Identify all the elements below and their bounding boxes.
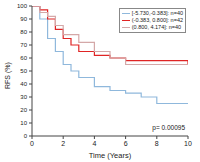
- svg-text:70: 70: [20, 42, 27, 48]
- html-text:(0.800, 4.174]: n=40: (0.800, 4.174]: n=40: [131, 24, 182, 30]
- svg-text:80: 80: [20, 29, 27, 35]
- svg-text:0: 0: [24, 133, 28, 139]
- html-text:p= 0.00095: p= 0.00095: [152, 124, 185, 131]
- html-text:[-5.730,-0.383]: n=40: [-5.730,-0.383]: n=40: [131, 10, 183, 16]
- svg-text:4: 4: [92, 140, 96, 147]
- svg-text:60: 60: [20, 55, 27, 61]
- svg-text:Time (Years): Time (Years): [89, 151, 132, 160]
- svg-text:0: 0: [30, 140, 34, 147]
- html-text:(-0.383, 0.800]: n=42: (-0.383, 0.800]: n=42: [131, 17, 183, 23]
- svg-text:2: 2: [61, 140, 65, 147]
- svg-text:20: 20: [20, 107, 27, 113]
- svg-text:8: 8: [155, 140, 159, 147]
- svg-text:90: 90: [20, 16, 27, 22]
- svg-text:50: 50: [20, 68, 27, 74]
- svg-text:10: 10: [20, 120, 27, 126]
- svg-text:RFS (%): RFS (%): [8, 62, 12, 89]
- svg-text:30: 30: [20, 94, 27, 100]
- svg-text:40: 40: [20, 81, 27, 87]
- svg-text:100: 100: [17, 3, 28, 9]
- svg-text:10: 10: [184, 140, 192, 147]
- svg-text:6: 6: [124, 140, 128, 147]
